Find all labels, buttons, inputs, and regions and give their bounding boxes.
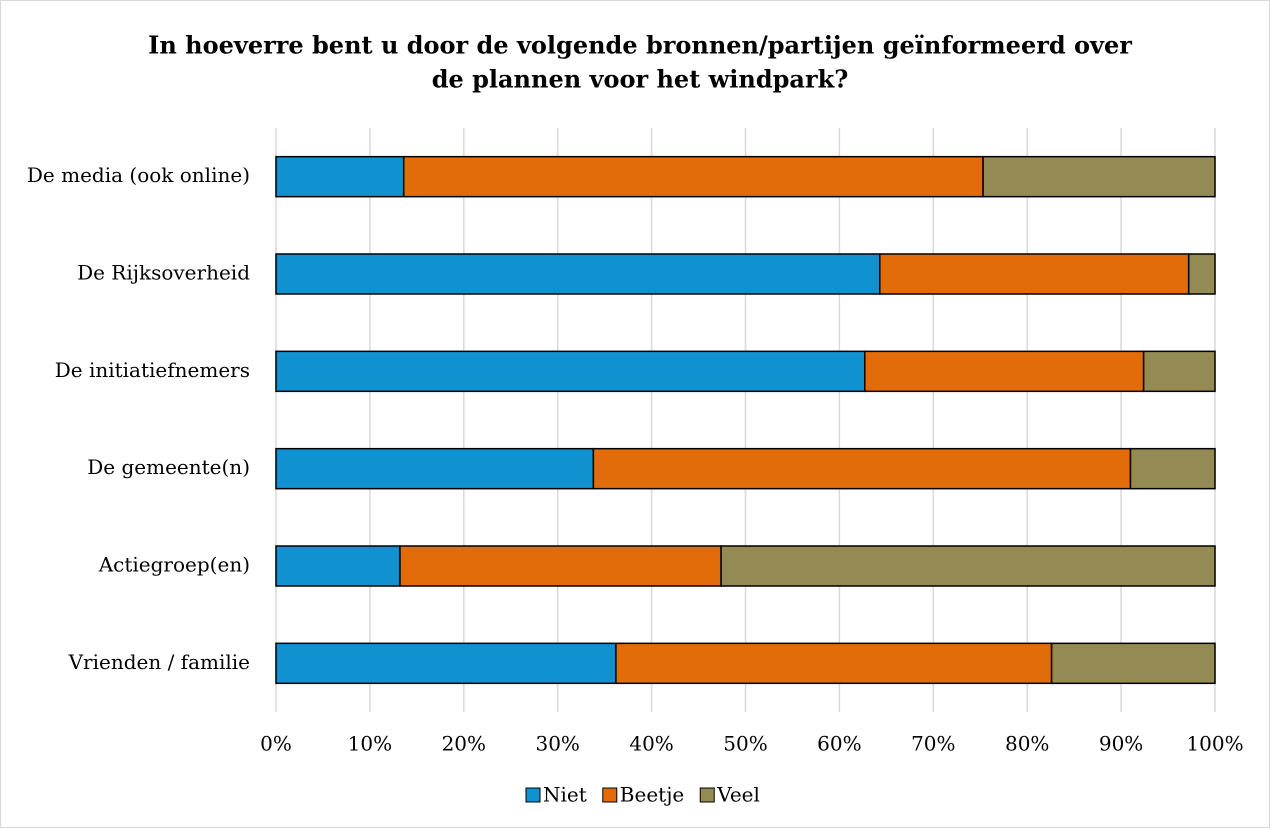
y-tick-label: De gemeente(n) — [87, 455, 250, 479]
legend-swatch — [525, 787, 541, 803]
bar-segment — [720, 545, 1216, 587]
bar-segment — [615, 642, 1053, 685]
bar-segment — [1129, 447, 1216, 490]
x-tick-label: 60% — [817, 732, 861, 756]
legend-label: Beetje — [620, 783, 684, 807]
x-tick-label: 100% — [1186, 732, 1243, 756]
y-tick-label: Vrienden / familie — [68, 650, 250, 674]
bar-segment — [275, 253, 881, 295]
bar-segment — [275, 350, 866, 393]
y-tick-label: De initiatiefnemers — [55, 358, 250, 382]
x-tick-label: 40% — [629, 732, 673, 756]
y-tick-label: De Rijksoverheid — [77, 261, 250, 285]
bar-segment — [1187, 253, 1216, 295]
bar-segment — [275, 642, 617, 685]
y-tick-label: De media (ook online) — [27, 163, 250, 187]
legend-swatch — [699, 787, 715, 803]
legend-swatch — [602, 787, 618, 803]
x-tick-label: 30% — [535, 732, 579, 756]
x-tick-label: 0% — [260, 732, 292, 756]
chart-title: de plannen voor het windpark? — [432, 65, 849, 94]
chart-title: In hoeverre bent u door de volgende bron… — [148, 31, 1132, 60]
x-tick-label: 80% — [1005, 732, 1049, 756]
bar-segment — [399, 545, 722, 587]
bar-segment — [402, 155, 984, 198]
x-tick-label: 10% — [348, 732, 392, 756]
legend-label: Veel — [716, 783, 760, 807]
bar-segment — [592, 447, 1132, 490]
bar-segment — [1050, 642, 1216, 685]
x-tick-label: 20% — [442, 732, 486, 756]
x-tick-label: 90% — [1099, 732, 1143, 756]
bar-segment — [1142, 350, 1216, 393]
bar-segment — [982, 155, 1216, 198]
y-tick-label: Actiegroep(en) — [98, 553, 250, 577]
x-tick-label: 70% — [911, 732, 955, 756]
bar-segment — [275, 545, 401, 587]
bar-segment — [275, 447, 595, 490]
legend-label: Niet — [543, 783, 587, 807]
bar-segment — [275, 155, 405, 198]
bar-segment — [879, 253, 1190, 295]
x-tick-label: 50% — [723, 732, 767, 756]
bar-segment — [864, 350, 1145, 393]
